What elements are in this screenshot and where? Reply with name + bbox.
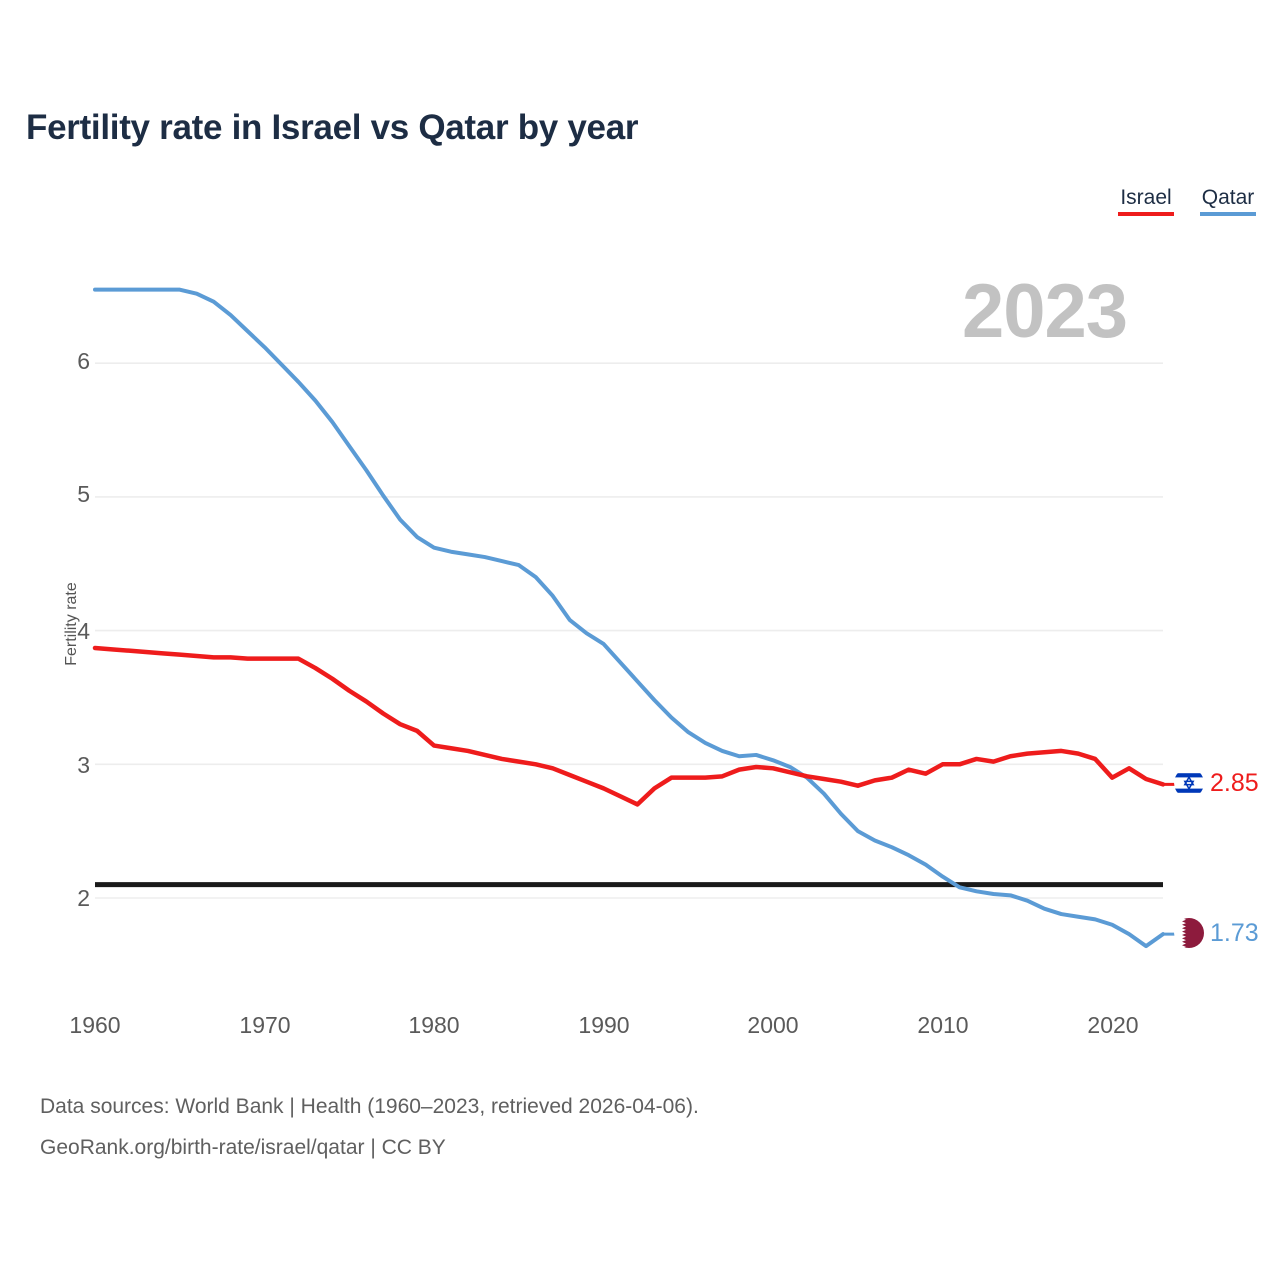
y-tick-3: 3 [77, 752, 90, 778]
legend-swatch-israel [1118, 212, 1174, 216]
x-tick-1980: 1980 [408, 1012, 460, 1038]
x-tick-2000: 2000 [747, 1012, 799, 1038]
footer-line-1: Data sources: World Bank | Health (1960–… [40, 1095, 699, 1118]
y-tick-5: 5 [77, 481, 90, 507]
x-tick-1970: 1970 [239, 1012, 291, 1038]
israel-flag-icon [1174, 768, 1204, 798]
y-tick-6: 6 [77, 348, 90, 374]
footer: Data sources: World Bank | Health (1960–… [40, 1086, 699, 1168]
year-watermark: 2023 [962, 269, 1128, 354]
legend-item-qatar[interactable]: Qatar [1200, 186, 1256, 216]
series-line-israel [92, 645, 1166, 807]
x-tick-2010: 2010 [917, 1012, 969, 1038]
legend-swatch-qatar [1200, 212, 1256, 216]
end-value-israel: 2.85 [1210, 768, 1259, 797]
gridlines [95, 362, 1163, 899]
x-tick-1990: 1990 [578, 1012, 630, 1038]
x-tick-2020: 2020 [1087, 1012, 1139, 1038]
legend-label-israel: Israel [1120, 186, 1172, 209]
y-tick-4: 4 [77, 618, 90, 644]
legend-label-qatar: Qatar [1201, 186, 1255, 209]
page-title: Fertility rate in Israel vs Qatar by yea… [26, 108, 639, 147]
end-label-qatar: 1.73 [1174, 918, 1259, 948]
end-label-israel: 2.85 [1174, 768, 1259, 798]
end-value-qatar: 1.73 [1210, 918, 1259, 947]
series-line-qatar [93, 287, 1165, 949]
y-tick-2: 2 [77, 885, 90, 911]
qatar-flag-icon [1174, 918, 1204, 948]
x-tick-1960: 1960 [69, 1012, 121, 1038]
footer-line-2: GeoRank.org/birth-rate/israel/qatar | CC… [40, 1136, 446, 1159]
chart-legend: Israel Qatar [1118, 186, 1256, 216]
legend-item-israel[interactable]: Israel [1118, 186, 1174, 216]
